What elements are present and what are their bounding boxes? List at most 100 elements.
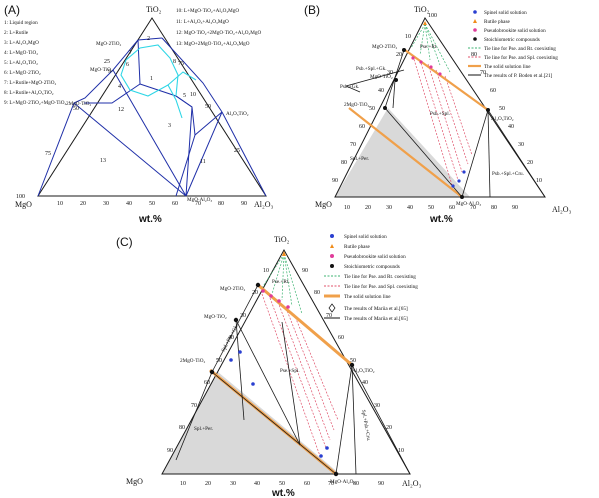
panel-b-tie-lines-rt	[410, 23, 451, 73]
tick-label: 40	[362, 380, 368, 386]
tick-label: 60	[304, 481, 310, 487]
tick-label: 40	[508, 124, 514, 130]
tick-label: 20	[205, 481, 211, 487]
legend-item: 2: L+Rutile	[4, 30, 29, 36]
panel-b-gray-region	[335, 108, 470, 197]
region-number: 12	[118, 107, 124, 113]
legend-item: 11: L+Al₂O₃+Al₂O₃MgO	[176, 19, 229, 25]
panel-c-left-vertex: MgO	[126, 477, 143, 486]
panel-c-top-vertex: TiO₂	[274, 235, 290, 244]
tick-label: 100	[428, 13, 437, 19]
region-label: Spl.+Per.	[350, 156, 369, 162]
region-label: Spl.+Per.	[194, 426, 213, 432]
tick-label: 90	[167, 448, 173, 454]
tick-label: 80	[179, 425, 185, 431]
compound-label: Al₂O₃TiO₂	[491, 116, 514, 122]
panel-a-left-ticks: 25 50 75 100	[16, 59, 110, 200]
tick-label: 30	[386, 205, 392, 211]
tick-label: 80	[218, 201, 224, 207]
tick-label: 25	[234, 148, 240, 154]
region-label: Psb.+Gk.	[340, 84, 359, 90]
panel-b-phase-lines	[345, 49, 546, 198]
tick-label: 40	[228, 335, 234, 341]
region-label: Psb.+Spl.+Cru.	[492, 171, 524, 177]
tick-label: 40	[126, 201, 132, 207]
region-label: Psb.+Spl.	[430, 111, 450, 117]
panel-a-bottom-ticks: 10 20 30 40 50 60 70 80 90	[57, 201, 247, 207]
panel-a-right-vertex: Al₂O₃	[254, 200, 274, 209]
tick-label: 40	[378, 88, 384, 94]
legend-item: Rutile phase	[344, 244, 370, 250]
compound-label: 2MgO·TiO₂	[180, 358, 205, 364]
tick-label: 70	[350, 142, 356, 148]
panel-c-tie-lines-rt	[261, 253, 303, 315]
panel-c: (C) TiO₂ MgO Al₂O₃ wt.%	[116, 234, 422, 498]
tick-label: 50	[350, 358, 356, 364]
tick-label: 50	[428, 205, 434, 211]
tick-label: 80	[353, 481, 359, 487]
tick-label: 70	[328, 481, 334, 487]
legend-item: 6: L+MgO·2TiO₂	[4, 70, 41, 76]
compound-label: Al₂O₃TiO₂	[226, 111, 249, 117]
legend-item: Rutile phase	[484, 19, 510, 25]
tick-label: 90	[332, 178, 338, 184]
tick-label: 40	[407, 205, 413, 211]
legend-item: The results of P. Boden et al.[21]	[484, 72, 553, 79]
tick-label: 60	[449, 205, 455, 211]
legend-item: 12: MgO·TiO₂+2MgO·TiO₂+Al₂O₃MgO	[176, 30, 261, 36]
tick-label: 60	[490, 88, 496, 94]
legend-item: The results of Mariia et al.[65]	[344, 305, 408, 312]
panel-c-gray-region	[162, 372, 340, 474]
region-number: 3	[168, 123, 171, 129]
panel-b-tie-lines-spl	[412, 55, 473, 186]
panel-a-axis-unit: wt.%	[138, 214, 162, 225]
legend-item: 7: L+Rutile+MgO·2TiO₂	[4, 80, 56, 86]
legend-item: The solid solution line	[484, 64, 531, 70]
region-label: Pse.+Rt.	[420, 44, 438, 50]
panel-c-phase-lines	[175, 284, 411, 475]
legend-item: Tie line for Pse. and Spl. coexisting	[484, 54, 558, 61]
tick-label: 30	[103, 201, 109, 207]
panel-b-axis-unit: wt.%	[429, 214, 453, 225]
tick-label: 90	[302, 268, 308, 274]
panel-c-tie-lines-spl	[261, 293, 339, 457]
tick-label: 80	[314, 290, 320, 296]
tick-label: 80	[341, 160, 347, 166]
panel-b-solid-solution-lines	[348, 49, 489, 198]
tick-label: 70	[191, 403, 197, 409]
region-number: 9	[108, 69, 111, 75]
tick-label: 75	[178, 61, 184, 67]
panel-b-top-vertex: TiO₂	[414, 5, 430, 14]
tick-label: 10	[536, 178, 542, 184]
tick-label: 60	[172, 201, 178, 207]
tick-label: 75	[45, 151, 51, 157]
tick-label: 60	[204, 380, 210, 386]
tick-label: 70	[326, 313, 332, 319]
tick-label: 10	[263, 268, 269, 274]
region-number: 2	[147, 36, 150, 42]
panel-a-region-numbers: 1 2 3 4 5 6 7 8 9 10 11 12 13	[100, 36, 206, 165]
tick-label: 70	[470, 205, 476, 211]
legend-item: Pseudobrookite solid solution	[484, 28, 546, 34]
panel-a-region-lines	[37, 37, 267, 197]
compound-label: MgO·TiO₂	[370, 74, 393, 80]
tick-label: 60	[359, 124, 365, 130]
legend-item: Spinel solid solution	[484, 10, 527, 16]
tick-label: 30	[387, 70, 393, 76]
legend-item: Tie line for Pse. and Rt. coexisting	[344, 273, 416, 280]
panel-b: (B) TiO₂ MgO Al₂O₃ wt.%	[304, 3, 572, 225]
legend-item: 13: MgO+2MgO·TiO₂+Al₂O₃MgO	[176, 41, 250, 47]
tick-label: 50	[149, 201, 155, 207]
region-label: Psb.+Spl.+Gk.	[356, 66, 387, 72]
region-number: 13	[100, 158, 106, 164]
tick-label: 10	[180, 481, 186, 487]
tick-label: 10	[398, 448, 404, 454]
legend-item: 4: L+MgO·TiO₂	[4, 50, 38, 56]
compound-label: MgO·TiO₂	[90, 67, 113, 73]
region-number: 7	[129, 50, 132, 56]
panel-b-markers	[383, 21, 490, 199]
compound-label: MgO·Al₂O₃	[456, 201, 481, 207]
panel-b-left-ticks: 10 20 30 40 50 60 70 80 90	[332, 34, 411, 184]
legend-item: 5: L+Al₂O₃TiO₂	[4, 60, 38, 66]
panel-b-right-vertex: Al₂O₃	[552, 205, 572, 214]
